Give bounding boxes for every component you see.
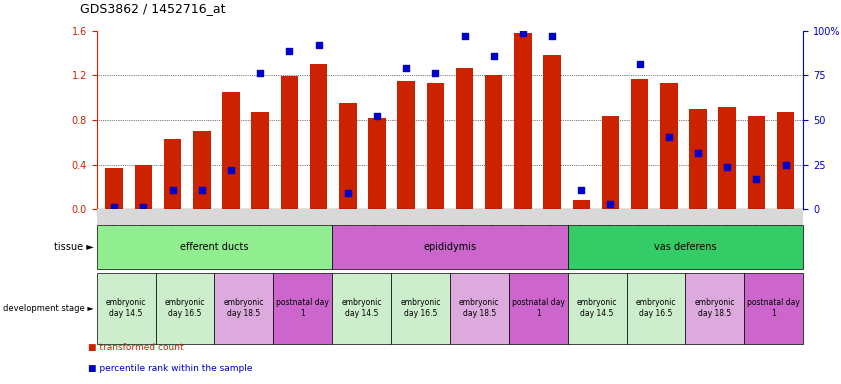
Text: ■ percentile rank within the sample: ■ percentile rank within the sample (88, 364, 253, 373)
Point (779, 162, 792, 168)
Bar (573, 200, 590, 209)
Point (604, 200, 617, 207)
Bar (718, 107, 736, 209)
Text: embryonic
day 18.5: embryonic day 18.5 (224, 298, 264, 318)
Bar (135, 165, 152, 209)
Bar (485, 75, 502, 209)
Point (458, 33, 471, 40)
Bar (777, 112, 795, 209)
Point (633, 61, 647, 67)
Point (312, 42, 325, 48)
Point (283, 48, 296, 54)
Text: epididymis: epididymis (423, 242, 477, 252)
Text: embryonic
day 14.5: embryonic day 14.5 (106, 298, 146, 318)
Point (370, 113, 383, 119)
Text: embryonic
day 14.5: embryonic day 14.5 (577, 298, 617, 318)
Point (253, 70, 267, 76)
Bar (164, 139, 182, 209)
Point (662, 134, 675, 140)
Bar (426, 83, 444, 209)
Point (516, 30, 530, 36)
Bar (251, 112, 269, 209)
Point (137, 204, 151, 210)
Bar (368, 118, 386, 209)
Bar (281, 76, 299, 209)
Bar (456, 68, 473, 209)
Bar (748, 116, 765, 209)
Point (108, 204, 121, 210)
Text: efferent ducts: efferent ducts (180, 242, 249, 252)
Text: embryonic
day 16.5: embryonic day 16.5 (400, 298, 441, 318)
Bar (690, 109, 706, 209)
Text: embryonic
day 18.5: embryonic day 18.5 (695, 298, 735, 318)
Bar (222, 92, 240, 209)
Point (195, 187, 209, 194)
Bar (660, 83, 678, 209)
Point (487, 53, 500, 60)
Point (545, 33, 558, 40)
Text: embryonic
day 16.5: embryonic day 16.5 (636, 298, 676, 318)
Bar (193, 131, 210, 209)
Bar (631, 79, 648, 209)
Bar (309, 64, 327, 209)
Point (721, 164, 734, 170)
Bar (105, 168, 123, 209)
Text: embryonic
day 18.5: embryonic day 18.5 (459, 298, 500, 318)
Text: tissue ►: tissue ► (55, 242, 94, 252)
Text: embryonic
day 16.5: embryonic day 16.5 (165, 298, 205, 318)
Text: ■ transformed count: ■ transformed count (88, 343, 184, 352)
Text: vas deferens: vas deferens (654, 242, 717, 252)
Text: postnatal day
1: postnatal day 1 (512, 298, 564, 318)
Point (341, 189, 355, 195)
Text: postnatal day
1: postnatal day 1 (277, 298, 329, 318)
Text: development stage ►: development stage ► (3, 304, 94, 313)
Bar (398, 81, 415, 209)
Point (749, 176, 763, 182)
Text: embryonic
day 14.5: embryonic day 14.5 (341, 298, 382, 318)
Point (429, 70, 442, 76)
Text: GDS3862 / 1452716_at: GDS3862 / 1452716_at (80, 2, 225, 15)
Point (691, 151, 705, 157)
Bar (339, 103, 357, 209)
Point (574, 187, 588, 194)
Bar (601, 116, 619, 209)
Bar (543, 55, 561, 209)
Text: postnatal day
1: postnatal day 1 (748, 298, 800, 318)
Point (166, 187, 179, 194)
Point (399, 65, 413, 71)
Bar (514, 33, 532, 209)
Point (225, 167, 238, 173)
